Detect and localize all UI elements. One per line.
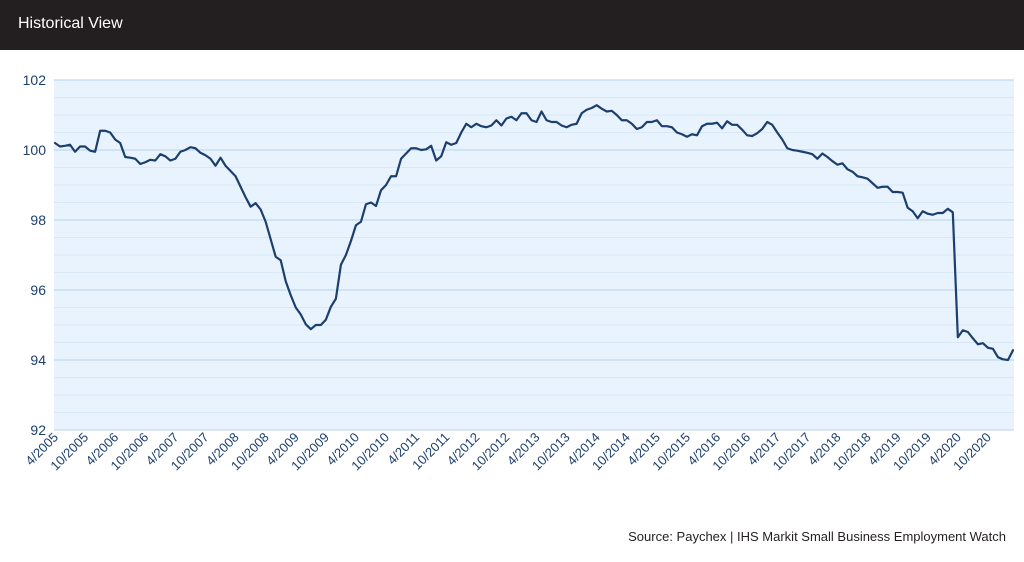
gridlines [54,79,1014,431]
y-tick-label: 98 [30,212,46,228]
source-note: Source: Paychex | IHS Markit Small Busin… [628,529,1006,544]
series-line [53,104,1015,362]
header-bar: Historical View [0,0,1024,50]
x-axis: 4/200510/20054/200610/20064/200710/20074… [22,430,994,474]
y-tick-label: 100 [23,142,47,158]
page-title: Historical View [18,15,123,32]
y-axis: 92 94 96 98 100 102 [23,72,47,438]
y-tick-label: 102 [23,72,47,88]
line-chart: 92 94 96 98 100 102 4/200510/20054/200610/200… [22,72,1015,474]
y-tick-label: 94 [30,352,46,368]
y-tick-label: 92 [30,422,46,438]
y-tick-label: 96 [30,282,46,298]
